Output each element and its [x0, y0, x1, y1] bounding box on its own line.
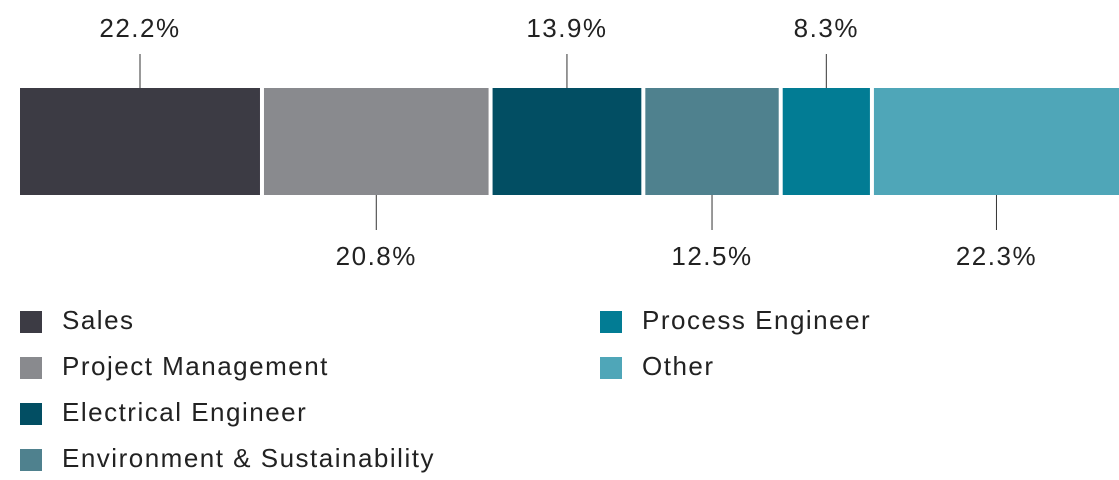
legend-label: Electrical Engineer [62, 397, 307, 427]
legend-label: Other [642, 351, 715, 381]
value-label: 13.9% [526, 13, 607, 43]
bar-segment [263, 88, 489, 195]
value-label: 8.3% [794, 13, 859, 43]
legend-swatch [20, 357, 42, 379]
legend-swatch [600, 357, 622, 379]
legend-label: Sales [62, 305, 135, 335]
value-label: 12.5% [671, 241, 752, 271]
bar-segment [782, 88, 870, 195]
legend-swatch [600, 311, 622, 333]
legend-swatch [20, 403, 42, 425]
bar-segment [492, 88, 642, 195]
bar-segment [20, 88, 260, 195]
legend-label: Project Management [62, 351, 329, 381]
value-label: 22.3% [956, 241, 1037, 271]
bar-segment [645, 88, 779, 195]
legend-swatch [20, 449, 42, 471]
value-label: 22.2% [99, 13, 180, 43]
bar-segment [873, 88, 1119, 195]
legend-swatch [20, 311, 42, 333]
value-label: 20.8% [336, 241, 417, 271]
legend-label: Environment & Sustainability [62, 443, 435, 473]
legend-label: Process Engineer [642, 305, 871, 335]
